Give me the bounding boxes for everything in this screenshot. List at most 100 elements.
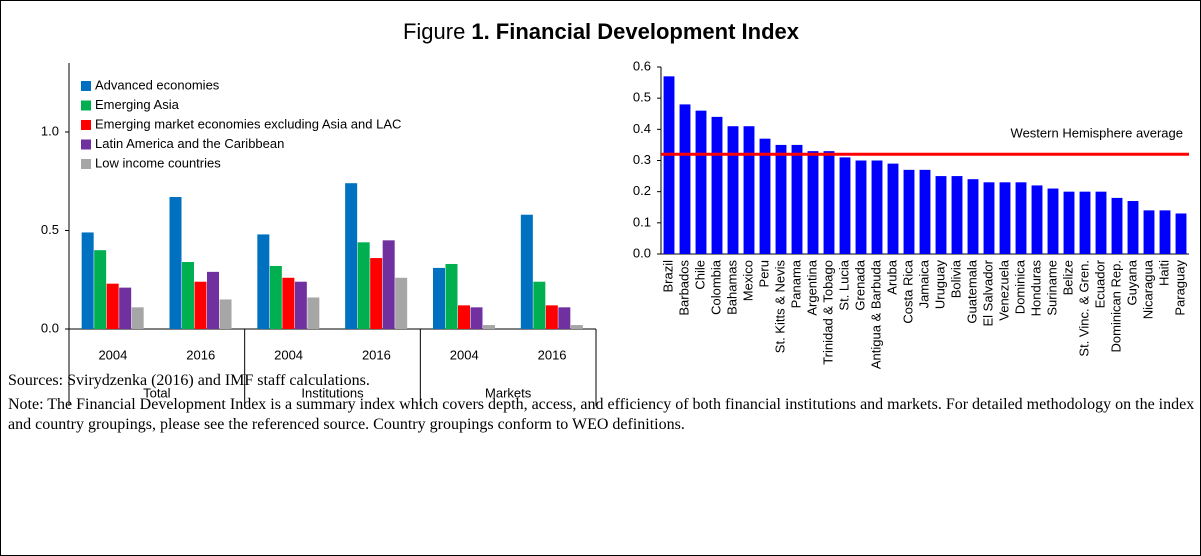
y-tick-label: 0.0 [41, 320, 59, 335]
reference-label: Western Hemisphere average [1011, 126, 1183, 141]
bar [727, 126, 739, 254]
y-tick-label: 0.2 [633, 183, 651, 198]
bar [983, 182, 995, 254]
y-tick-label: 0.4 [633, 121, 651, 136]
bar [219, 299, 232, 329]
bar [520, 214, 533, 329]
x-tick-label: Jamaica [916, 259, 931, 308]
y-tick-label: 0.1 [633, 214, 651, 229]
bar [839, 157, 851, 254]
bar [935, 176, 947, 254]
title: 1. Financial Development Index [471, 19, 799, 44]
bar [483, 325, 495, 329]
figure-title: Figure 1. Financial Development Index [403, 19, 800, 44]
x-tick-label: Uruguay [932, 260, 947, 310]
bar [106, 283, 119, 329]
bar [169, 196, 182, 329]
bar [357, 242, 370, 329]
bar [743, 126, 755, 254]
bar [131, 307, 144, 329]
figure-label: Figure [403, 19, 465, 44]
bar [1095, 191, 1107, 254]
bar [119, 287, 132, 329]
bar [775, 144, 787, 254]
bar [695, 110, 707, 254]
legend-swatch [81, 100, 91, 111]
legend-label: Advanced economies [95, 77, 220, 92]
bar [807, 151, 819, 254]
bar [395, 277, 408, 329]
bar [470, 307, 483, 329]
x-tick-label: 2016 [186, 347, 215, 362]
x-tick-label: Colombia [708, 259, 723, 315]
y-tick-label: 0.5 [41, 222, 59, 237]
bar [282, 277, 295, 329]
x-tick-label: Brazil [660, 260, 675, 293]
legend-label: Emerging Asia [95, 97, 180, 112]
x-tick-label: 2016 [362, 347, 391, 362]
x-tick-label: Bahamas [724, 260, 739, 315]
x-tick-label: Trinidad & Tobago [820, 260, 835, 365]
x-tick-label: Bolivia [948, 259, 963, 298]
bar [257, 234, 270, 329]
x-tick-label: St. Kitts & Nevis [772, 260, 787, 354]
bar [919, 169, 931, 254]
x-tick-label: 2004 [450, 347, 479, 362]
bar [433, 267, 445, 329]
y-tick-label: 0.5 [633, 90, 651, 105]
x-tick-label: Peru [756, 260, 771, 287]
legend-swatch [81, 139, 91, 150]
bar [382, 240, 395, 329]
x-tick-label: St. Vinc. & Gren. [1076, 260, 1091, 357]
bar [663, 76, 675, 254]
x-tick-label: Barbados [676, 260, 691, 316]
x-tick-label: Honduras [1028, 260, 1043, 317]
x-tick-label: Guatemala [964, 259, 979, 323]
bar [967, 179, 979, 254]
bar [307, 297, 320, 329]
y-tick-label: 0.0 [633, 245, 651, 260]
bar [855, 160, 867, 254]
bar [1047, 188, 1059, 254]
bar [1111, 197, 1123, 254]
bar [445, 263, 458, 329]
x-tick-label: Guyana [1124, 259, 1139, 305]
bar [1127, 201, 1139, 254]
x-tick-label: Grenada [852, 259, 867, 310]
bar [759, 138, 771, 254]
bar [458, 305, 470, 329]
bar [207, 271, 219, 329]
group-label: Institutions [301, 385, 364, 400]
x-tick-label: 2004 [98, 347, 127, 362]
bar [370, 258, 383, 329]
x-tick-label: Dominica [1012, 259, 1027, 314]
x-tick-label: 2016 [538, 347, 567, 362]
x-tick-label: Antigua & Barbuda [868, 259, 883, 369]
group-label: Total [143, 385, 171, 400]
legend-label: Emerging market economies excluding Asia… [95, 116, 401, 131]
bar [545, 305, 558, 329]
x-tick-label: Paraguay [1172, 260, 1187, 316]
x-tick-label: St. Lucia [836, 259, 851, 310]
bar [999, 182, 1011, 254]
x-tick-label: Panama [788, 259, 803, 308]
x-tick-label: Argentina [804, 259, 819, 315]
x-tick-label: Chile [692, 260, 707, 290]
bar [823, 151, 835, 254]
x-tick-label: Nicaragua [1140, 259, 1155, 319]
bar [871, 160, 883, 254]
x-tick-label: 2004 [274, 347, 303, 362]
x-tick-label: Dominican Rep. [1108, 260, 1123, 353]
x-tick-label: Haiti [1156, 260, 1171, 286]
x-tick-label: Venezuela [996, 259, 1011, 320]
charts: Figure 1. Financial Development Index 0.0… [41, 19, 1189, 406]
bar [887, 163, 899, 254]
bar [951, 176, 963, 254]
bar [1031, 185, 1043, 254]
bar [182, 262, 194, 329]
bar [194, 281, 207, 329]
bar [1079, 191, 1091, 254]
bar [269, 265, 282, 329]
bar [903, 169, 915, 254]
